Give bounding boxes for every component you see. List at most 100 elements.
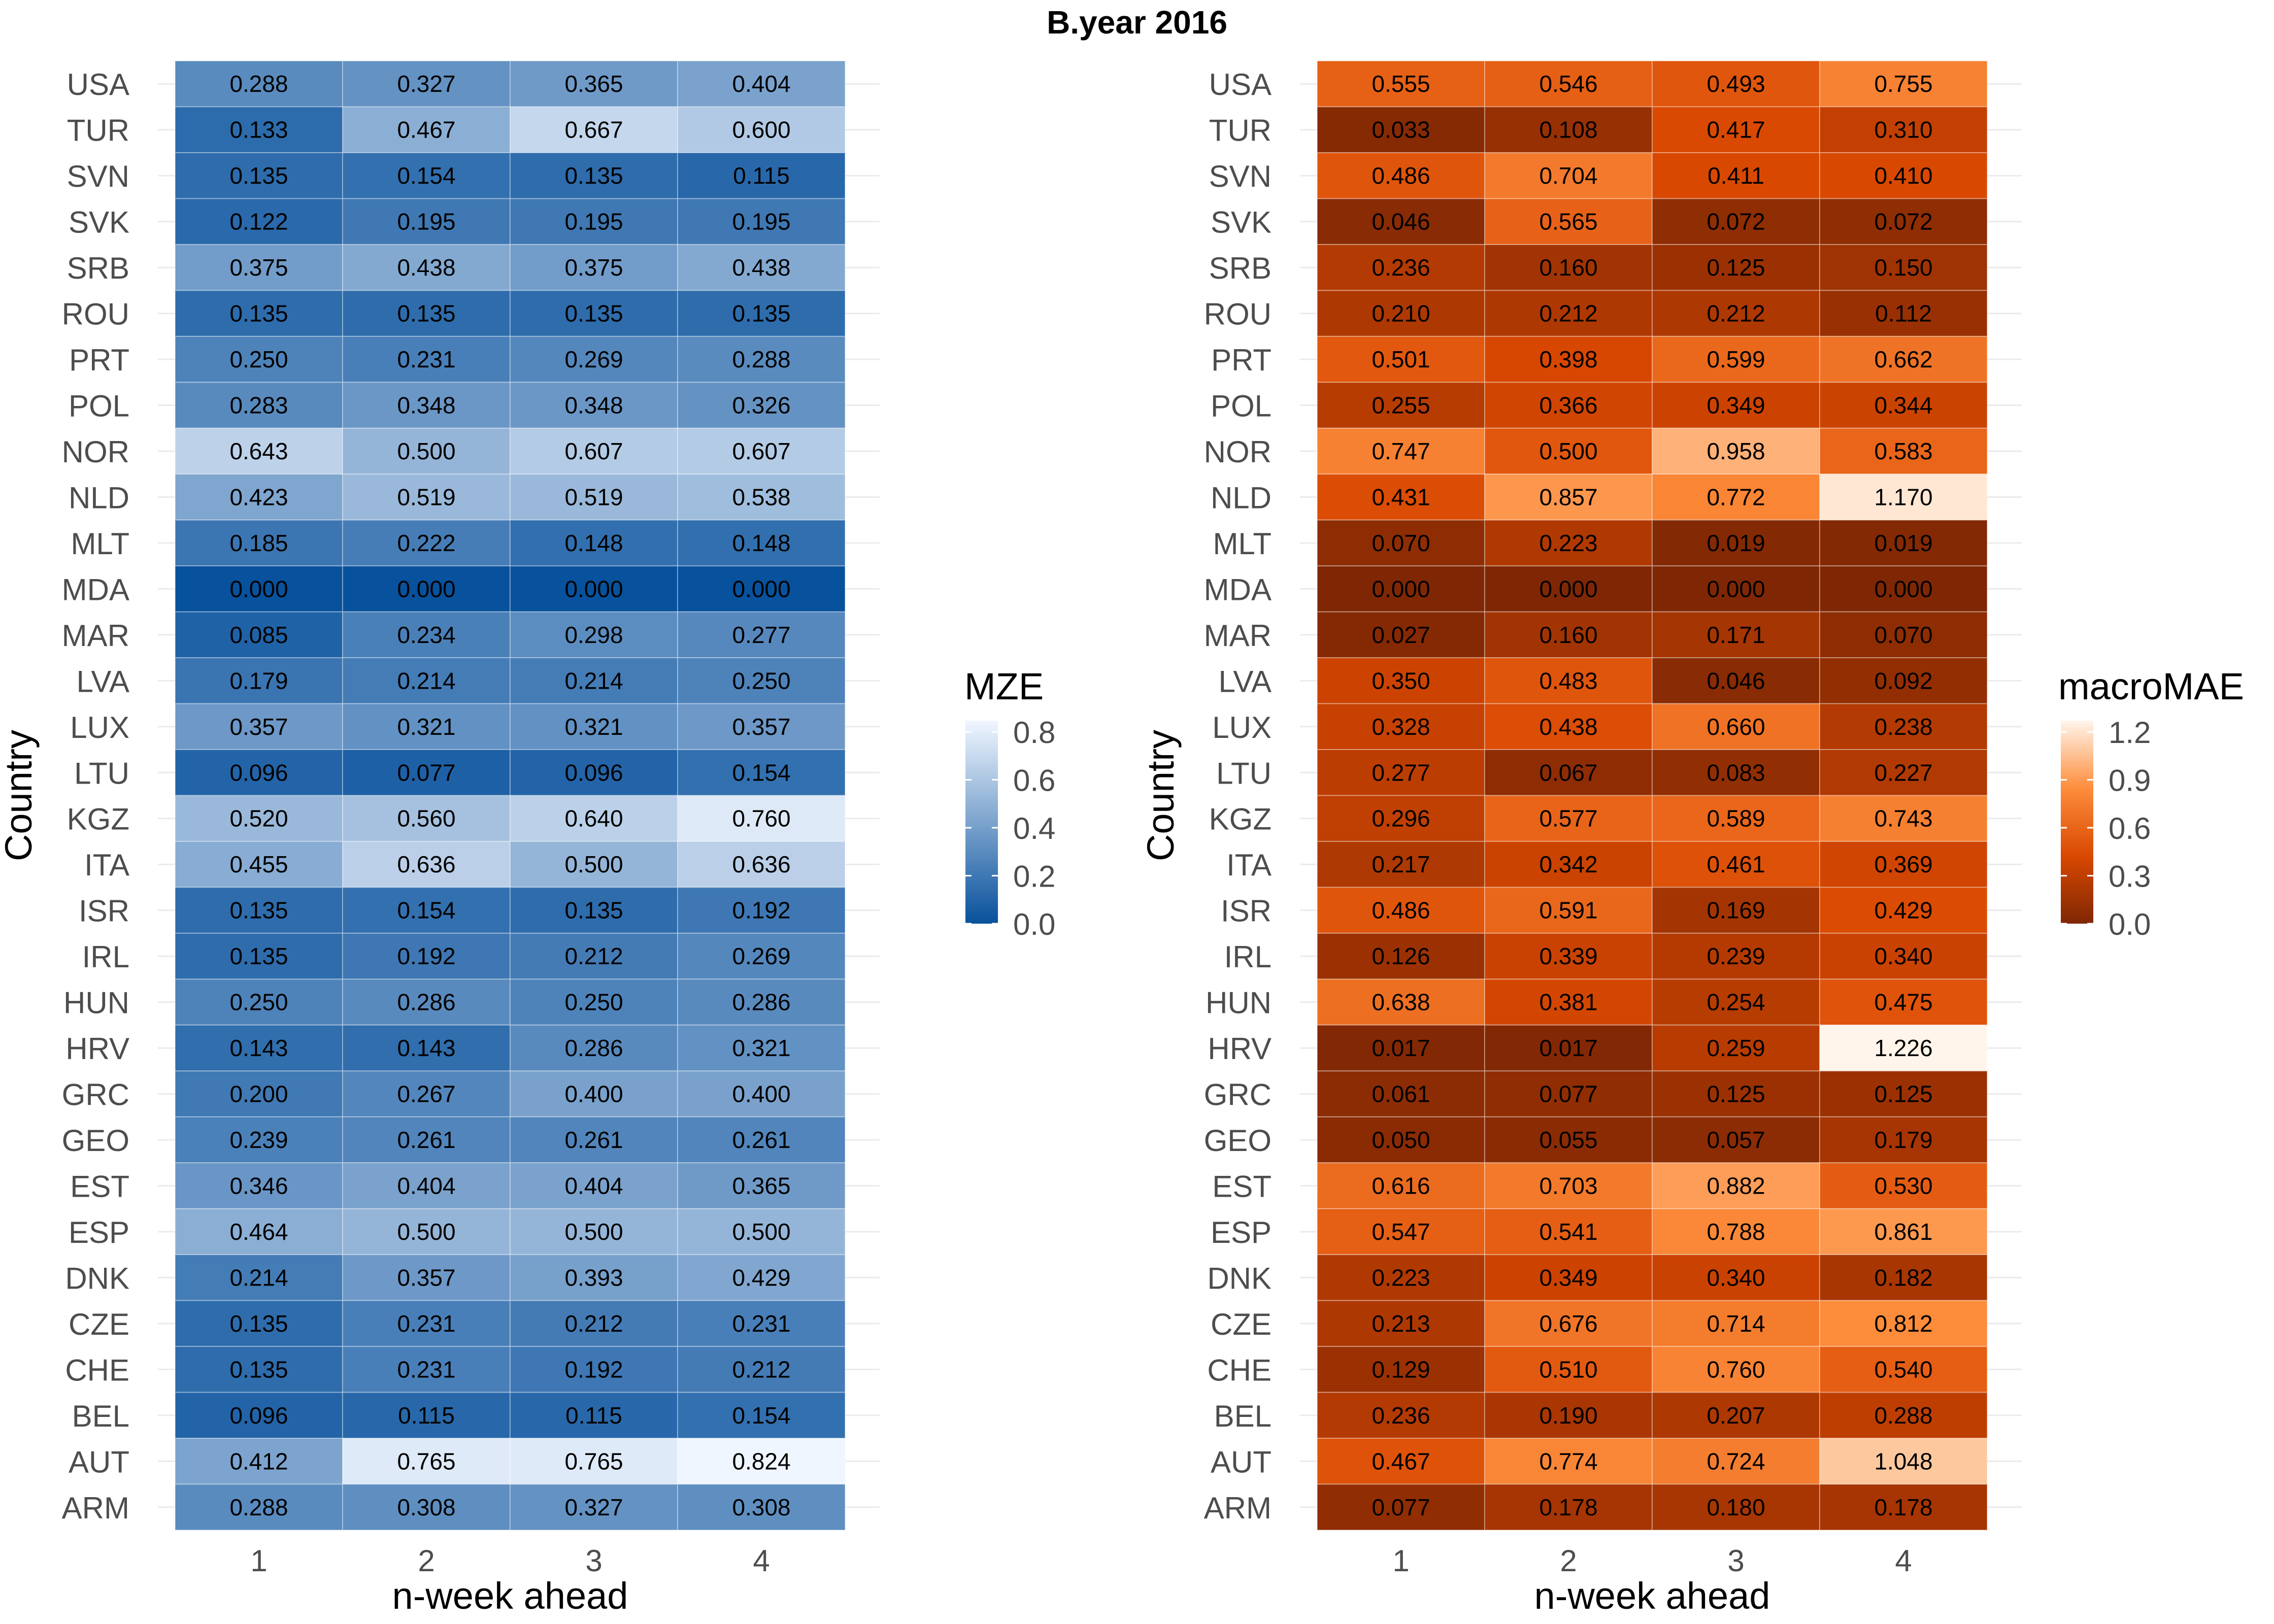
cell-value-label: 0.000 — [732, 576, 790, 602]
cell-value-label: 0.296 — [1372, 805, 1430, 832]
cell-value-label: 0.179 — [229, 667, 288, 694]
y-tick-label: KGZ — [1209, 802, 1272, 836]
cell-value-label: 0.195 — [732, 209, 790, 235]
y-tick-label: GRC — [62, 1078, 129, 1112]
cell-value-label: 0.339 — [1539, 943, 1597, 969]
y-tick-label: MDA — [62, 572, 129, 606]
y-tick-label: ISR — [1221, 894, 1272, 928]
heatmap-cell — [1819, 1208, 1988, 1256]
y-tick-label: SVK — [69, 206, 129, 240]
cell-value-label: 0.703 — [1539, 1172, 1597, 1199]
cell-value-label: 0.724 — [1707, 1448, 1765, 1474]
cell-value-label: 0.417 — [1707, 117, 1765, 143]
cell-value-label: 0.411 — [1708, 162, 1764, 189]
heatmap-cell — [342, 657, 511, 704]
cell-value-label: 0.410 — [1874, 162, 1932, 189]
heatmap-cell — [342, 565, 511, 613]
cell-value-label: 0.171 — [1707, 622, 1765, 648]
cell-value-label: 0.429 — [1874, 897, 1932, 924]
heatmap-cell — [677, 703, 846, 751]
cell-value-label: 0.288 — [229, 1494, 288, 1520]
heatmap-cell — [1819, 932, 1988, 980]
heatmap-cell — [1819, 795, 1988, 842]
heatmap-cell — [175, 1300, 343, 1347]
heatmap-cell — [1317, 1300, 1485, 1347]
cell-value-label: 0.438 — [397, 254, 455, 281]
y-tick-label: LUX — [1212, 710, 1272, 745]
cell-value-label: 0.365 — [564, 71, 623, 97]
heatmap-cell — [1652, 887, 1820, 934]
cell-value-label: 0.765 — [397, 1448, 455, 1474]
cell-value-label: 0.501 — [1372, 346, 1430, 373]
cell-value-label: 0.404 — [397, 1172, 455, 1199]
cell-value-label: 0.475 — [1874, 989, 1932, 1016]
heatmap-cell — [1819, 290, 1988, 337]
heatmap-cell — [1819, 1300, 1988, 1347]
heatmap-cell — [1317, 1438, 1485, 1485]
cell-value-label: 0.077 — [1372, 1494, 1430, 1520]
cell-value-label: 0.349 — [1539, 1264, 1597, 1291]
cell-value-label: 0.223 — [1539, 530, 1597, 556]
cell-value-label: 0.115 — [398, 1402, 455, 1429]
y-tick-label: PRT — [69, 343, 129, 377]
heatmap-cell — [1652, 382, 1820, 429]
heatmap-cell — [175, 565, 343, 613]
y-tick-label: POL — [1211, 389, 1272, 423]
x-tick-label: 2 — [1560, 1544, 1577, 1578]
heatmap-cell — [1484, 152, 1653, 199]
cell-value-label: 0.236 — [1372, 254, 1430, 281]
cell-value-label: 0.077 — [1539, 1081, 1597, 1107]
cell-value-label: 0.027 — [1372, 622, 1430, 648]
cell-value-label: 0.519 — [397, 484, 455, 510]
heatmap-cell — [1484, 244, 1653, 291]
heatmap-cell — [1819, 1392, 1988, 1439]
cell-value-label: 0.179 — [1874, 1127, 1932, 1153]
heatmap-cell — [1317, 519, 1485, 567]
cell-value-label: 0.033 — [1372, 117, 1430, 143]
heatmap-cell — [1652, 427, 1820, 475]
cell-value-label: 1.170 — [1874, 484, 1932, 510]
cell-value-label: 0.126 — [1372, 943, 1430, 969]
cell-value-label: 0.327 — [397, 71, 455, 97]
y-axis-title: Country — [1140, 730, 1182, 861]
y-tick-label: LVA — [76, 664, 129, 698]
heatmap-cell — [1819, 565, 1988, 613]
heatmap-cell — [175, 795, 343, 842]
heatmap-cell — [510, 1346, 678, 1393]
legend-tick-label: 0.4 — [1013, 811, 1055, 845]
y-tick-label: MAR — [1204, 619, 1272, 653]
cell-value-label: 0.638 — [1372, 989, 1430, 1016]
heatmap-cell — [1652, 519, 1820, 567]
cell-value-label: 0.326 — [732, 392, 790, 419]
cell-value-label: 0.357 — [229, 714, 288, 740]
heatmap-cell — [342, 1438, 511, 1485]
heatmap-cell — [677, 1162, 846, 1209]
y-tick-label: ROU — [1204, 297, 1272, 331]
heatmap-cell — [1819, 1024, 1988, 1072]
y-tick-label: LVA — [1218, 664, 1272, 698]
heatmap-cell — [677, 1483, 846, 1531]
heatmap-cell — [1819, 1162, 1988, 1209]
cell-value-label: 0.185 — [229, 530, 288, 556]
heatmap-cell — [677, 60, 846, 108]
cell-value-label: 0.019 — [1707, 530, 1765, 556]
heatmap-cell — [342, 1300, 511, 1347]
y-tick-label: ARM — [62, 1491, 129, 1525]
cell-value-label: 0.404 — [564, 1172, 623, 1199]
heatmap-cell — [1652, 795, 1820, 842]
cell-value-label: 0.467 — [1372, 1448, 1430, 1474]
cell-value-label: 0.662 — [1874, 346, 1932, 373]
cell-value-label: 0.283 — [229, 392, 288, 419]
heatmap-cell — [1819, 152, 1988, 199]
heatmap-cell — [1652, 1300, 1820, 1347]
cell-value-label: 0.541 — [1539, 1219, 1597, 1245]
cell-value-label: 0.212 — [1707, 300, 1765, 327]
x-tick-label: 1 — [1392, 1544, 1409, 1578]
x-tick-label: 1 — [250, 1544, 267, 1578]
y-tick-label: HRV — [65, 1032, 129, 1066]
cell-value-label: 0.160 — [1539, 622, 1597, 648]
heatmap-cell — [510, 473, 678, 521]
y-tick-label: TUR — [1209, 114, 1272, 148]
cell-value-label: 0.577 — [1539, 805, 1597, 832]
heatmap-cell — [1652, 657, 1820, 704]
